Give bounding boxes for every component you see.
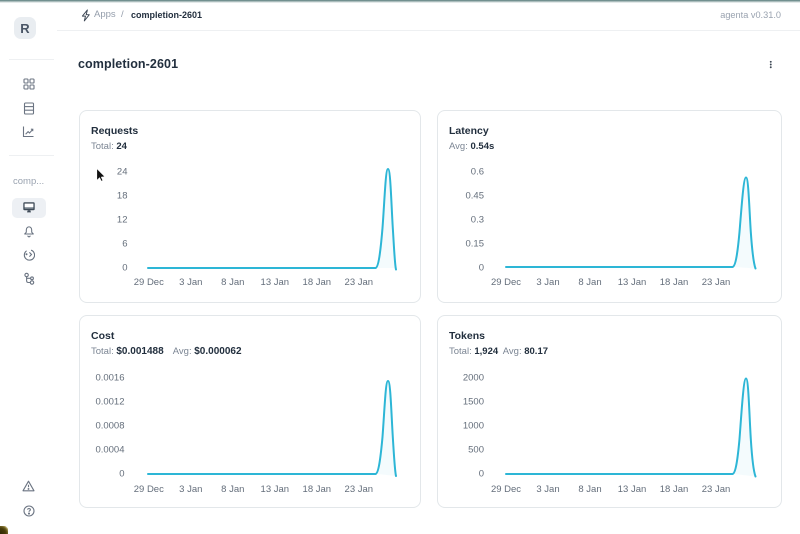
svg-text:29 Dec: 29 Dec [134, 484, 164, 495]
svg-text:13 Jan: 13 Jan [261, 277, 290, 288]
svg-text:Latency: Latency [449, 125, 489, 137]
svg-text:12: 12 [117, 215, 128, 226]
svg-text:500: 500 [468, 445, 484, 456]
svg-text:Total: 1,924 Avg: 80.17: Total: 1,924 Avg: 80.17 [449, 346, 548, 357]
svg-text:13 Jan: 13 Jan [618, 484, 647, 495]
svg-text:0: 0 [479, 263, 484, 274]
svg-text:3 Jan: 3 Jan [536, 277, 559, 288]
svg-text:0: 0 [122, 263, 127, 274]
svg-text:8 Jan: 8 Jan [221, 277, 244, 288]
svg-text:0: 0 [119, 469, 124, 480]
svg-text:0.3: 0.3 [471, 215, 484, 226]
svg-text:1500: 1500 [463, 397, 484, 408]
svg-text:3 Jan: 3 Jan [179, 277, 202, 288]
svg-text:24: 24 [117, 167, 128, 178]
svg-text:Avg: 0.54s: Avg: 0.54s [449, 141, 494, 152]
svg-text:18: 18 [117, 191, 128, 202]
svg-text:Total: $0.001488 Avg: $0.00006: Total: $0.001488 Avg: $0.000062 [91, 346, 242, 357]
svg-text:Tokens: Tokens [449, 330, 485, 342]
svg-text:18 Jan: 18 Jan [660, 277, 689, 288]
svg-text:Cost: Cost [91, 330, 115, 342]
svg-text:Requests: Requests [91, 125, 138, 137]
svg-text:2000: 2000 [463, 373, 484, 384]
svg-text:0.0008: 0.0008 [95, 421, 124, 432]
svg-text:1000: 1000 [463, 421, 484, 432]
svg-text:13 Jan: 13 Jan [261, 484, 290, 495]
svg-text:23 Jan: 23 Jan [702, 484, 731, 495]
svg-text:18 Jan: 18 Jan [303, 484, 332, 495]
svg-text:8 Jan: 8 Jan [578, 277, 601, 288]
svg-text:29 Dec: 29 Dec [134, 277, 164, 288]
svg-text:23 Jan: 23 Jan [345, 277, 374, 288]
svg-text:0.6: 0.6 [471, 167, 484, 178]
svg-text:3 Jan: 3 Jan [179, 484, 202, 495]
svg-text:0.45: 0.45 [466, 191, 485, 202]
svg-text:29 Dec: 29 Dec [491, 484, 521, 495]
svg-text:23 Jan: 23 Jan [345, 484, 374, 495]
svg-text:0.0004: 0.0004 [95, 445, 124, 456]
svg-text:8 Jan: 8 Jan [221, 484, 244, 495]
svg-text:0: 0 [479, 469, 484, 480]
svg-text:18 Jan: 18 Jan [303, 277, 332, 288]
svg-text:29 Dec: 29 Dec [491, 277, 521, 288]
svg-text:0.0016: 0.0016 [95, 373, 124, 384]
svg-text:23 Jan: 23 Jan [702, 277, 731, 288]
svg-text:6: 6 [122, 239, 127, 250]
svg-text:Total: 24: Total: 24 [91, 141, 128, 152]
svg-text:0.0012: 0.0012 [95, 397, 124, 408]
svg-text:8 Jan: 8 Jan [578, 484, 601, 495]
svg-text:18 Jan: 18 Jan [660, 484, 689, 495]
svg-text:0.15: 0.15 [466, 239, 485, 250]
svg-text:13 Jan: 13 Jan [618, 277, 647, 288]
svg-text:3 Jan: 3 Jan [536, 484, 559, 495]
